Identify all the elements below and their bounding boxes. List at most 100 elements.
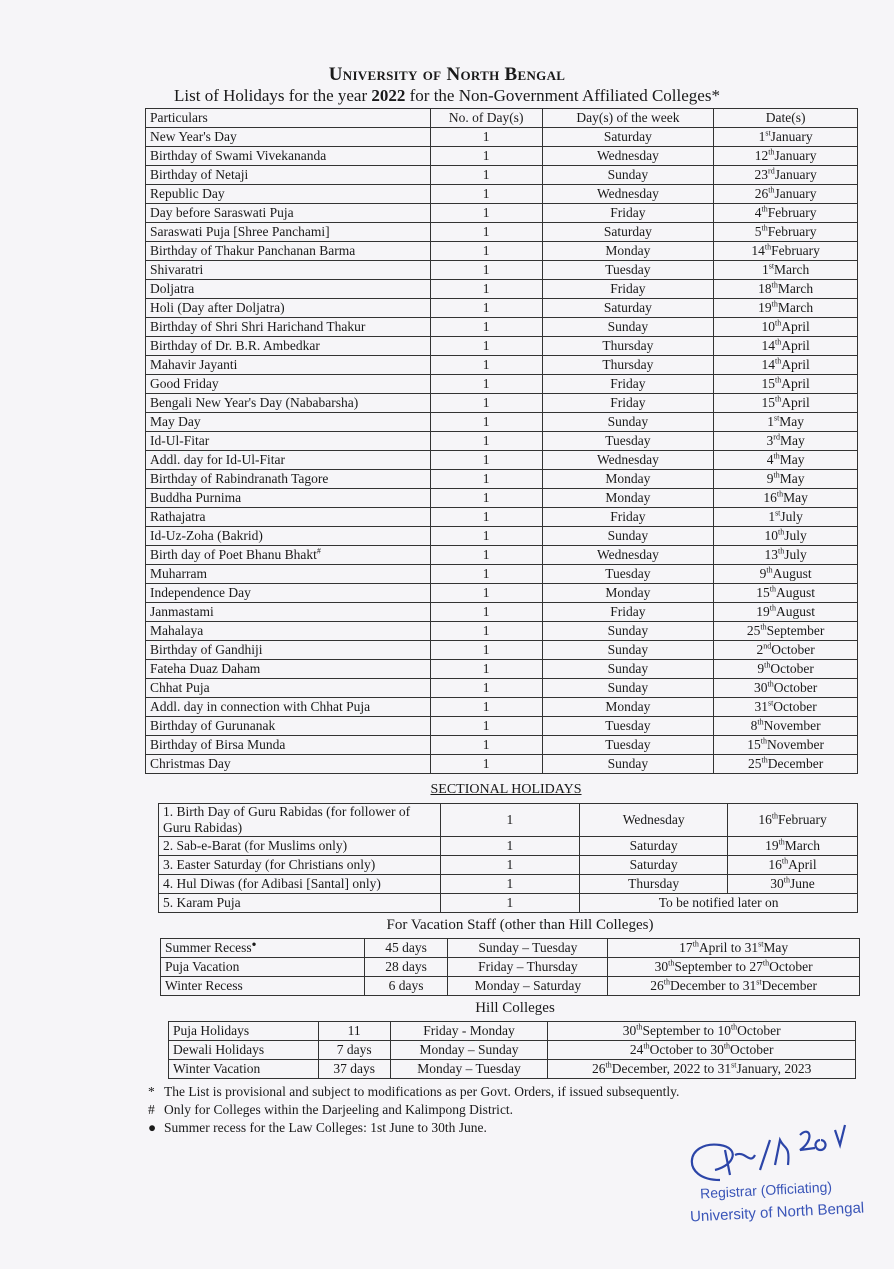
- holiday-name-text: May Day: [150, 414, 201, 429]
- date-month: April to: [698, 940, 745, 955]
- holiday-date: 3rdMay: [713, 431, 858, 451]
- holiday-date: 26thDecember, 2022 to 31stJanuary, 2023: [547, 1059, 856, 1079]
- holiday-name: 1. Birth Day of Guru Rabidas (for follow…: [158, 803, 441, 837]
- date-day: 15: [756, 585, 770, 600]
- date-day: 24: [629, 1042, 644, 1057]
- day-count: 1: [429, 526, 543, 546]
- holiday-name-text: 5. Karam Puja: [163, 895, 241, 910]
- holiday-date: 10thApril: [713, 317, 858, 337]
- holiday-date: 15thApril: [713, 393, 858, 413]
- holiday-name-text: Winter Vacation: [173, 1061, 261, 1076]
- date-month: April: [781, 319, 810, 334]
- holiday-name-text: Mahavir Jayanti: [150, 357, 238, 372]
- day-count: 1: [429, 412, 543, 432]
- holiday-name-text: Good Friday: [150, 376, 219, 391]
- table-row: Good Friday 1 Friday 15thApril: [145, 374, 858, 394]
- holiday-name: Bengali New Year's Day (Nababarsha): [145, 393, 431, 413]
- date-month: July: [784, 528, 807, 543]
- date-suffix: th: [781, 856, 789, 866]
- day-count: 1: [429, 222, 543, 242]
- footnote-mark: ●: [148, 1120, 157, 1135]
- column-header: Particulars: [145, 108, 431, 128]
- holiday-name: Puja Holidays: [168, 1021, 319, 1041]
- day-count: 1: [429, 488, 543, 508]
- date-suffix: th: [723, 1041, 731, 1051]
- date-month: December to: [669, 978, 743, 993]
- holiday-name-text: Dewali Holidays: [173, 1042, 265, 1057]
- weekday: Thursday: [541, 355, 715, 375]
- holiday-name-text: Birthday of Shri Shri Harichand Thakur: [150, 319, 366, 334]
- holiday-date: 14thApril: [713, 336, 858, 356]
- holiday-date: 16thMay: [713, 488, 858, 508]
- holiday-name: Birthday of Dr. B.R. Ambedkar: [145, 336, 431, 356]
- date-month: April: [781, 338, 810, 353]
- holiday-name-text: Independence Day: [150, 585, 251, 600]
- holiday-date: 25thDecember: [713, 754, 858, 774]
- date-month: March: [777, 281, 814, 296]
- date-month: September to: [642, 1023, 718, 1038]
- date-month: February: [771, 243, 820, 258]
- holiday-name-text: 2. Sab-e-Barat (for Muslims only): [163, 838, 348, 853]
- holiday-date: 1stJuly: [713, 507, 858, 527]
- holiday-name-text: Puja Vacation: [165, 959, 240, 974]
- date-month: May: [779, 471, 805, 486]
- day-count: 1: [429, 697, 543, 717]
- holiday-name: Mahavir Jayanti: [145, 355, 431, 375]
- table-row: May Day 1 Sunday 1stMay: [145, 412, 858, 432]
- holiday-date: 19thAugust: [713, 602, 858, 622]
- holiday-name: Independence Day: [145, 583, 431, 603]
- holiday-date: 18thMarch: [713, 279, 858, 299]
- date-month: February: [778, 812, 827, 827]
- date-suffix: th: [769, 603, 776, 613]
- date-day: 2: [756, 642, 764, 657]
- date-day: 26: [592, 1061, 606, 1076]
- holiday-name: 4. Hul Diwas (for Adibasi [Santal] only): [158, 874, 441, 894]
- date-day: 14: [761, 357, 776, 372]
- day-count: 1: [429, 146, 543, 166]
- holiday-name: Buddha Purnima: [145, 488, 431, 508]
- day-count: 1: [429, 260, 543, 280]
- holiday-name-text: Shivaratri: [150, 262, 204, 277]
- holiday-date: 9thMay: [713, 469, 858, 489]
- weekday: Thursday: [541, 336, 715, 356]
- table-row: 5. Karam Puja 1 To be notified later on: [158, 893, 858, 913]
- date-day: 1: [767, 414, 774, 429]
- table-row: Puja Vacation 28 days Friday – Thursday 30t…: [160, 957, 860, 977]
- holiday-name-text: Puja Holidays: [173, 1023, 250, 1038]
- date-suffix: th: [761, 223, 768, 233]
- date-day: 26: [650, 978, 664, 993]
- table-row: Puja Holidays 11 Friday - Monday 30thSeptem…: [168, 1021, 856, 1041]
- weekday: Sunday: [541, 640, 715, 660]
- date-month: May: [763, 940, 789, 955]
- holiday-name: Birthday of Gurunanak: [145, 716, 431, 736]
- date-suffix: th: [783, 875, 791, 885]
- holiday-name-text: Chhat Puja: [150, 680, 210, 695]
- date-suffix: th: [762, 958, 770, 968]
- weekday: Wednesday: [541, 450, 715, 470]
- date-month: February: [767, 205, 817, 220]
- day-count: 1: [429, 602, 543, 622]
- holiday-name-text: Muharram: [150, 566, 207, 581]
- footnote-text: The List is provisional and subject to m…: [164, 1084, 680, 1099]
- holiday-date: 24thOctober to 30thOctober: [547, 1040, 856, 1060]
- date-suffix: th: [663, 977, 670, 987]
- holiday-name-text: Birth day of Poet Bhanu Bhakt: [150, 547, 317, 562]
- weekday: Sunday: [541, 317, 715, 337]
- footnote-mark: #: [316, 546, 321, 556]
- weekday: Sunday: [541, 165, 715, 185]
- holiday-name-text: Birthday of Gurunanak: [150, 718, 276, 733]
- holiday-name: 5. Karam Puja: [158, 893, 441, 913]
- date-month: October: [730, 1042, 774, 1057]
- table-row: Buddha Purnima 1 Monday 16thMay: [145, 488, 858, 508]
- date-suffix: th: [771, 280, 778, 290]
- holiday-date: 17thApril to 31stMay: [607, 938, 860, 958]
- date-month: December, 2022 to: [611, 1061, 718, 1076]
- holiday-name-text: Addl. day in connection with Chhat Puja: [150, 699, 371, 714]
- date-month: August: [775, 604, 815, 619]
- day-count: 1: [429, 184, 543, 204]
- table-row: Addl. day in connection with Chhat Puja 1…: [145, 697, 858, 717]
- table-row: Birthday of Shri Shri Harichand Thakur 1 S…: [145, 317, 858, 337]
- subtitle-year: 2022: [371, 86, 406, 105]
- holiday-date: 15thApril: [713, 374, 858, 394]
- footnotes: * The List is provisional and subject to …: [148, 1083, 679, 1137]
